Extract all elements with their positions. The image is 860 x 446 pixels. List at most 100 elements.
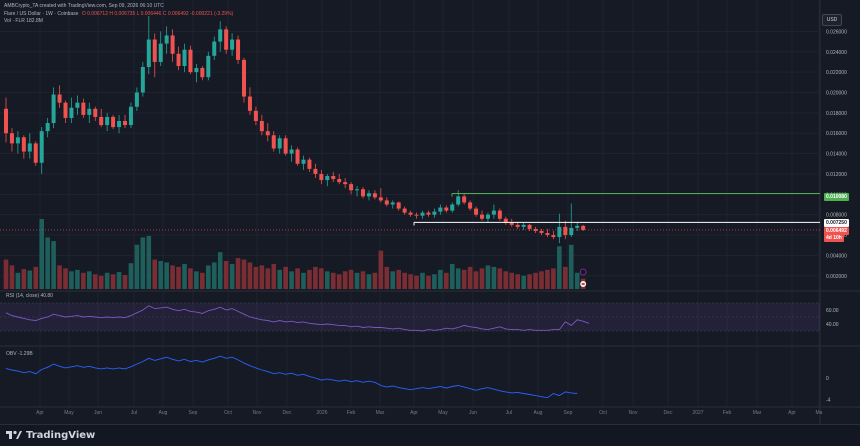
volume-bar <box>330 272 336 289</box>
price-tick-label: 0.018000 <box>826 111 847 117</box>
horizontal-levels <box>0 193 820 287</box>
indicator-panels <box>0 302 820 399</box>
candle-body <box>343 182 348 185</box>
candle-body <box>283 138 288 154</box>
candle-body <box>509 222 514 225</box>
volume-bar <box>92 274 98 289</box>
candle-body <box>105 116 110 126</box>
candle-body <box>152 39 157 62</box>
tradingview-logo[interactable]: TradingView <box>6 429 95 441</box>
price-tick-label: 0.022000 <box>826 70 847 76</box>
candle-body <box>45 123 50 132</box>
candle-body <box>57 94 62 103</box>
x-tick-label: Feb <box>347 410 356 416</box>
candle-body <box>432 211 437 215</box>
candle-body <box>503 218 508 223</box>
candle-body <box>176 53 181 67</box>
volume-bar <box>568 244 574 289</box>
candle-body <box>158 43 163 62</box>
candle-body <box>515 224 520 227</box>
volume-bar <box>313 266 318 289</box>
volume-bar <box>402 272 407 289</box>
candle-body <box>474 208 479 215</box>
candle-body <box>462 196 467 203</box>
candle-body <box>39 131 44 163</box>
candle-body <box>69 107 74 118</box>
volume-bar <box>289 271 294 289</box>
x-tick-label: Oct <box>599 410 607 416</box>
candle-body <box>271 135 276 149</box>
volume-bar <box>229 263 235 289</box>
volume-bar <box>200 272 205 289</box>
candle-body <box>313 168 318 174</box>
volume-bar <box>122 275 128 289</box>
x-tick-label: 2027 <box>692 410 703 416</box>
volume-bar <box>438 269 443 289</box>
obv-legend[interactable]: OBV -1.29B <box>6 351 33 357</box>
footer-bar: TradingView <box>0 424 860 446</box>
volume-bar <box>182 263 187 289</box>
volume-bar <box>63 268 68 289</box>
volume-bar <box>15 272 21 289</box>
candle-body <box>81 102 86 115</box>
white-level-tag: 0.007250 <box>824 219 849 227</box>
candle-body <box>9 133 14 144</box>
candle-body <box>372 193 377 198</box>
candle-body <box>396 202 401 209</box>
candle-body <box>4 108 8 134</box>
symbol-title[interactable]: Flare / US Dollar · 1W · Coinbase <box>4 11 79 17</box>
candle-body <box>361 189 365 197</box>
candle-body <box>575 225 580 228</box>
volume-bar <box>449 263 455 289</box>
volume-bar <box>116 272 122 289</box>
x-tick-label: Feb <box>723 410 732 416</box>
symbol-line: Flare / US Dollar · 1W · Coinbase O 0.00… <box>4 11 233 17</box>
candle-body <box>450 204 455 211</box>
volume-bar <box>152 259 158 289</box>
obv-tick-label: -4 <box>826 397 831 403</box>
volume-bar <box>211 262 217 289</box>
volume-bar <box>319 268 324 289</box>
volume-bar <box>140 237 146 289</box>
price-tick-label: 0.020000 <box>826 90 847 96</box>
candle-body <box>533 228 538 231</box>
x-tick-label: Ma <box>816 410 823 416</box>
volume-bar <box>39 219 44 289</box>
brand-name: TradingView <box>26 429 96 441</box>
volume-bar <box>128 263 134 289</box>
currency-button[interactable]: USD <box>822 14 842 26</box>
volume-bar <box>81 272 86 289</box>
volume-bar <box>21 269 27 289</box>
volume-bar <box>51 241 56 289</box>
candle-body <box>21 137 26 152</box>
candle-body <box>456 196 461 205</box>
price-tick-label: 0.012000 <box>826 172 847 178</box>
volume-bar <box>372 272 378 289</box>
green-level-tag: 0.010080 <box>824 193 849 201</box>
volume-bar <box>75 269 80 289</box>
volume-bar <box>253 266 259 289</box>
candle-body <box>51 94 56 124</box>
candle-body <box>307 159 312 169</box>
candle-body <box>319 173 324 181</box>
candle-body <box>426 212 431 215</box>
candle-body <box>265 131 270 136</box>
volume-bar <box>491 266 497 289</box>
x-tick-label: Apr <box>410 410 418 416</box>
x-tick-label: Nov <box>629 410 638 416</box>
candle-body <box>390 202 395 205</box>
candle-body <box>146 39 151 68</box>
candle-body <box>366 193 371 197</box>
volume-bar <box>217 252 223 289</box>
volume-bar <box>521 275 526 289</box>
candle-body <box>384 200 389 205</box>
volume-bar <box>3 259 9 289</box>
volume-bar <box>265 268 271 289</box>
volume-bar <box>527 274 532 289</box>
rsi-legend[interactable]: RSI (14, close) 40.80 <box>6 293 53 299</box>
volume-bar <box>259 265 265 289</box>
candle-body <box>337 179 342 183</box>
volume-bar <box>420 272 425 289</box>
candle-body <box>551 235 556 238</box>
